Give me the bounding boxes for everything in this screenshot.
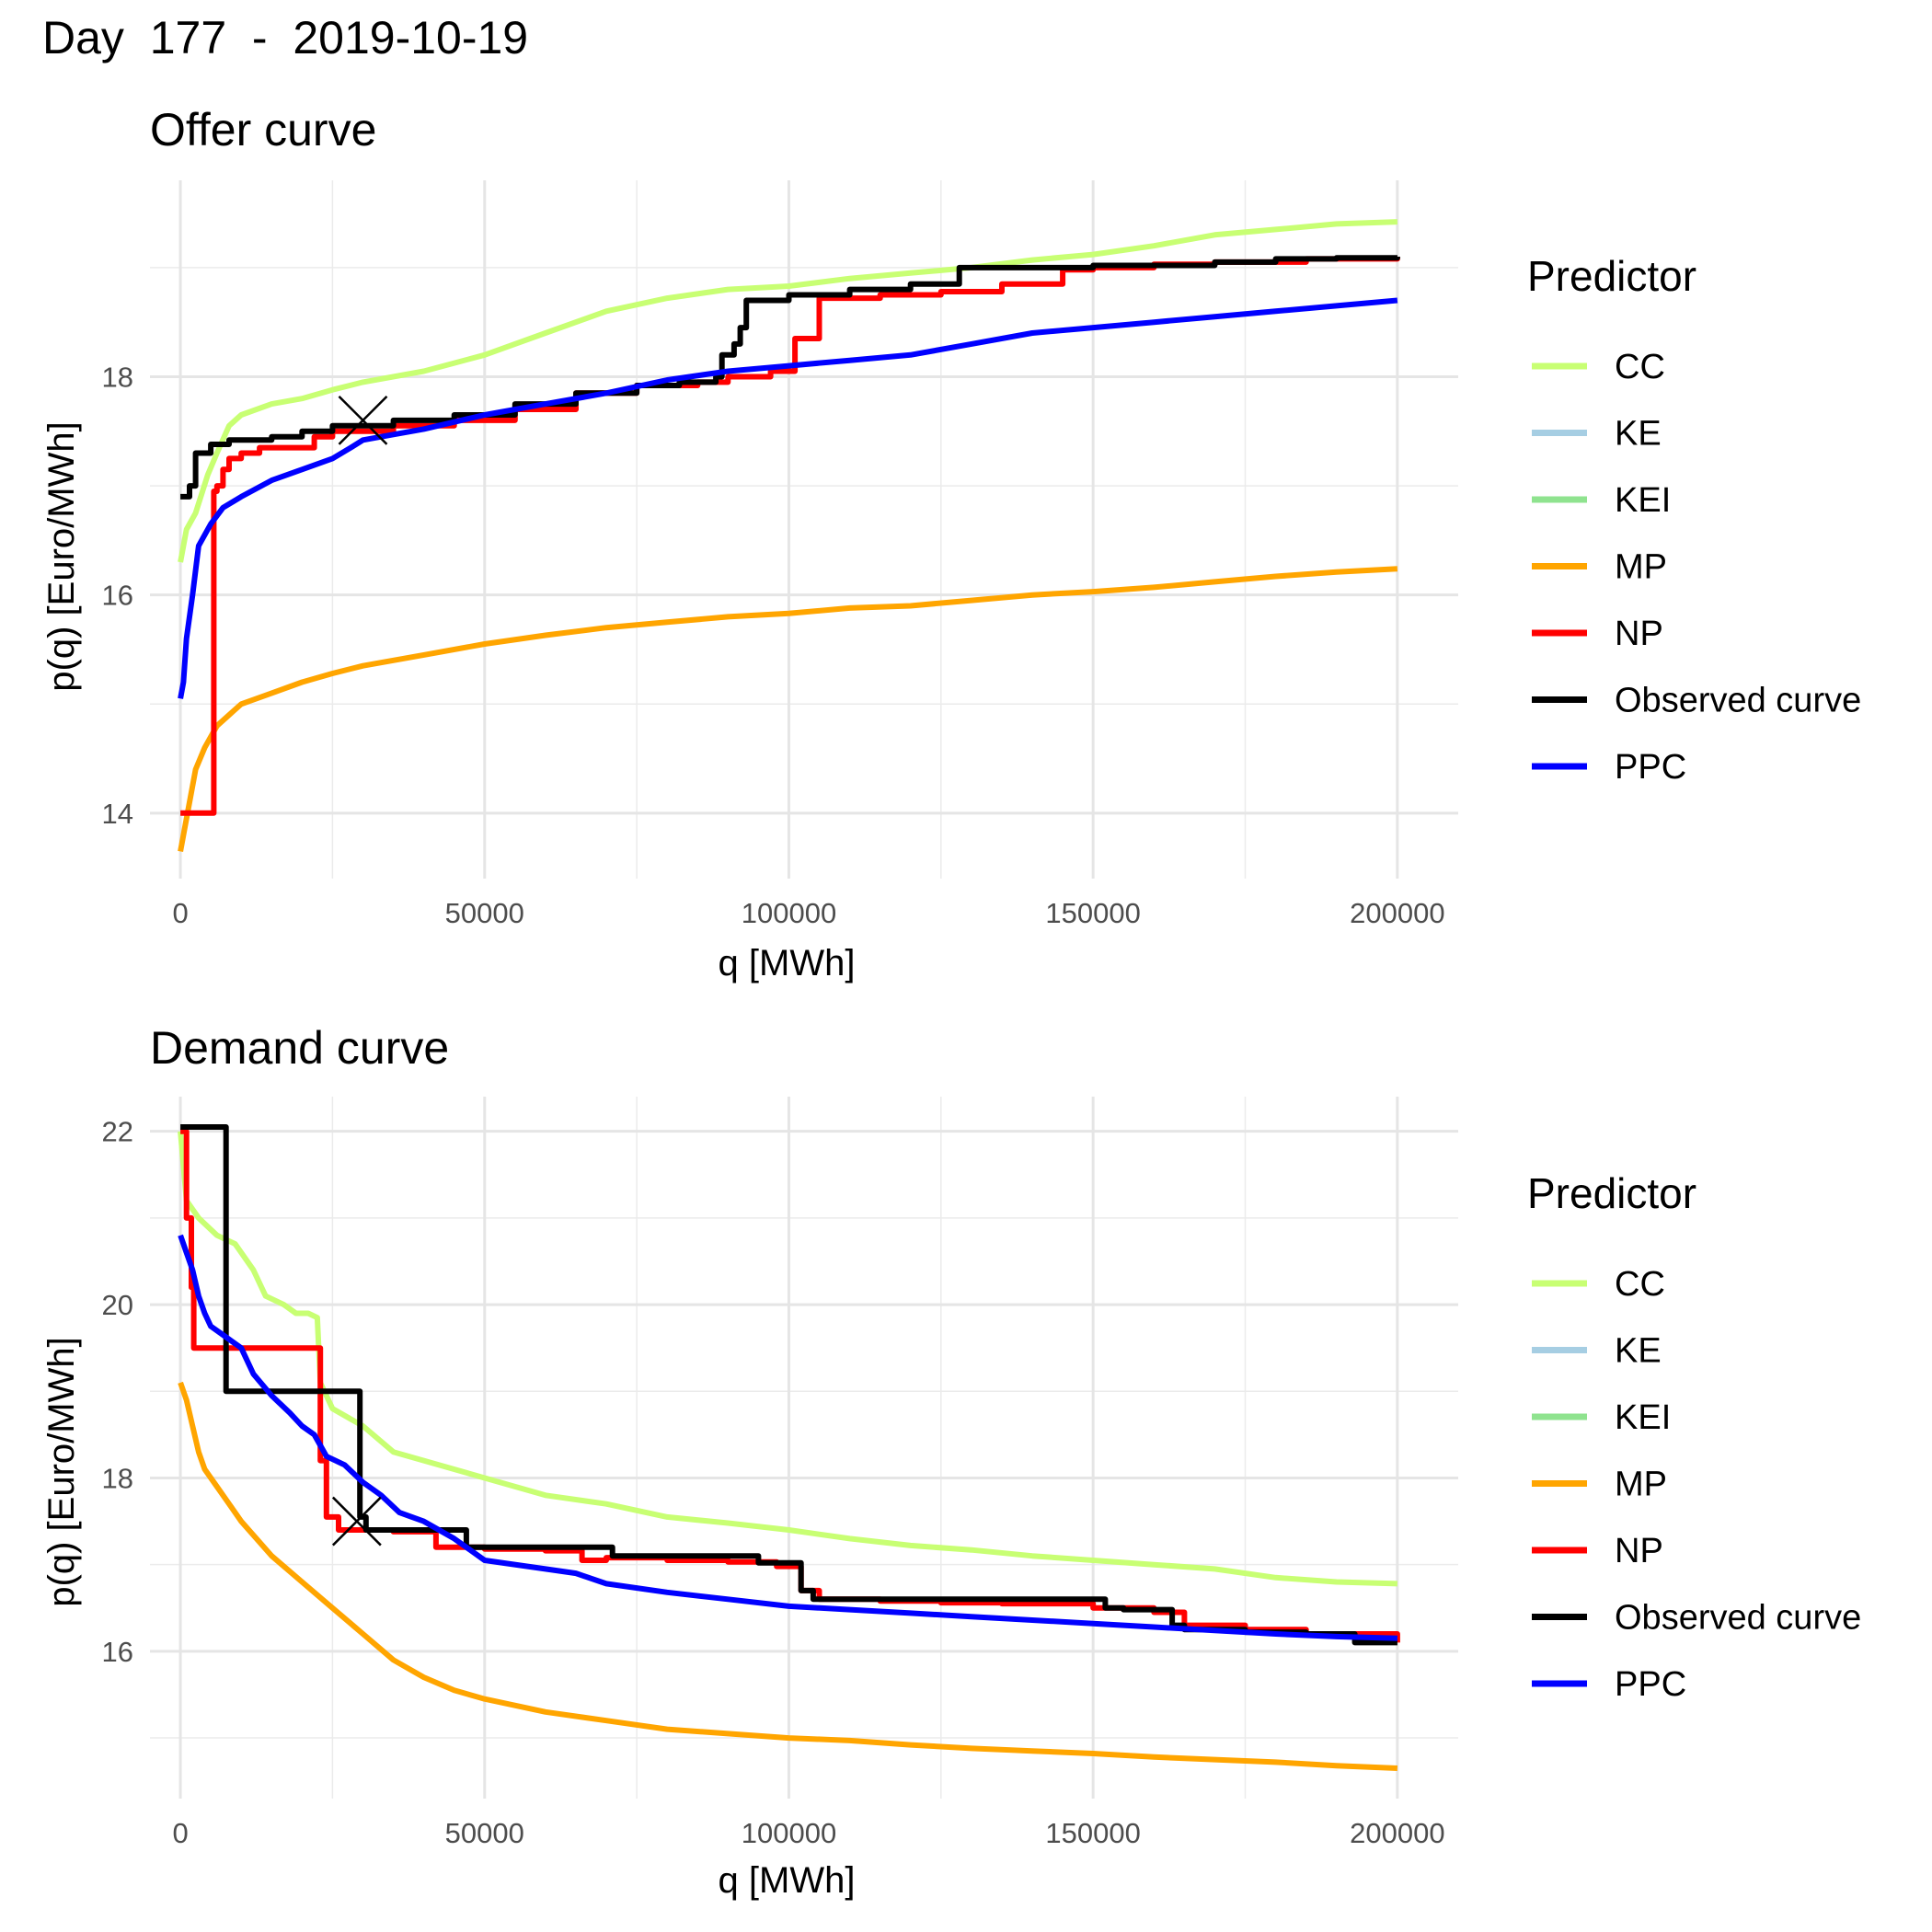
demand-series-cc (178, 1131, 1397, 1587)
offer-series-mp (178, 566, 1398, 852)
offer-curve-panel: Offer curve 0 50000 100000 150000 200000 141… (41, 104, 1458, 983)
offer-panel-title: Offer curve (150, 104, 376, 155)
legend-label: PPC (1615, 1665, 1686, 1704)
x-tick-label: 200000 (1350, 1817, 1444, 1849)
offer-series (178, 219, 1400, 852)
x-tick-label: 100000 (742, 1817, 836, 1849)
demand-curve-panel: Demand curve 0 50000 100000 150000 200000 16… (41, 1022, 1458, 1901)
demand-y-axis-title: p(q) [Euro/MWh] (41, 1337, 82, 1606)
x-tick-label: 50000 (445, 897, 524, 929)
legend-label: Observed curve (1615, 1599, 1861, 1638)
x-tick-label: 150000 (1045, 1817, 1140, 1849)
legend-label: KE (1615, 415, 1662, 454)
demand-x-axis-title: q [MWh] (719, 1860, 856, 1901)
legend-label: KEI (1615, 481, 1671, 520)
legend-title: Predictor (1527, 252, 1696, 300)
demand-marker (331, 1496, 382, 1547)
page-title: Day 177 - 2019-10-19 (42, 12, 529, 63)
legend-label: NP (1615, 615, 1663, 653)
y-tick-label: 20 (102, 1289, 133, 1321)
y-tick-label: 16 (102, 1636, 133, 1668)
legend-label: CC (1615, 348, 1665, 386)
demand-series (178, 1124, 1400, 1771)
legend-label: PPC (1615, 748, 1686, 787)
offer-x-ticks: 0 50000 100000 150000 200000 (172, 897, 1444, 929)
x-tick-label: 50000 (445, 1817, 524, 1849)
offer-series-ppc (178, 297, 1398, 699)
x-tick-label: 150000 (1045, 897, 1140, 929)
legend-label: MP (1615, 1466, 1667, 1504)
x-tick-label: 0 (172, 1817, 188, 1849)
offer-marker-x (338, 396, 388, 445)
offer-series-observed-curve (180, 255, 1400, 500)
legend-label: Observed curve (1615, 682, 1861, 720)
x-tick-label: 100000 (742, 897, 836, 929)
demand-legend: Predictor CC KE KEI MP NP Observed curve PPC (1527, 1169, 1861, 1704)
demand-y-ticks: 16 18 20 22 (102, 1116, 133, 1668)
legend-title: Predictor (1527, 1169, 1696, 1217)
y-tick-label: 16 (102, 580, 133, 612)
demand-series-ppc (178, 1234, 1397, 1641)
offer-series-cc (178, 219, 1398, 563)
demand-panel-title: Demand curve (150, 1022, 449, 1074)
x-tick-label: 200000 (1350, 897, 1444, 929)
legend-label: KE (1615, 1332, 1662, 1371)
offer-grid (150, 180, 1458, 879)
offer-marker (338, 396, 388, 445)
offer-legend: Predictor CC KE KEI MP NP Observed curve PPC (1527, 252, 1861, 787)
demand-grid (150, 1097, 1458, 1799)
legend-label: NP (1615, 1532, 1663, 1570)
offer-y-ticks: 14 16 18 (102, 361, 133, 829)
y-tick-label: 22 (102, 1116, 133, 1148)
legend-label: MP (1615, 548, 1667, 587)
offer-y-axis-title: p(q) [Euro/MWh] (41, 421, 82, 691)
y-tick-label: 18 (102, 361, 133, 393)
demand-x-ticks: 0 50000 100000 150000 200000 (172, 1817, 1444, 1849)
offer-x-axis-title: q [MWh] (719, 943, 856, 983)
demand-series-mp (178, 1381, 1398, 1771)
y-tick-label: 18 (102, 1462, 133, 1494)
y-tick-label: 14 (102, 798, 133, 830)
legend-label: CC (1615, 1265, 1665, 1304)
legend-label: KEI (1615, 1398, 1671, 1437)
x-tick-label: 0 (172, 897, 188, 929)
demand-marker-x (331, 1496, 382, 1547)
